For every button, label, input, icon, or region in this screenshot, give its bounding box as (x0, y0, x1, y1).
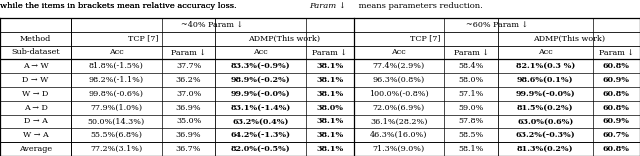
Text: 98.6%(0.1%): 98.6%(0.1%) (517, 76, 573, 84)
Text: 60.8%: 60.8% (603, 90, 630, 98)
Text: 83.3%(-0.9%): 83.3%(-0.9%) (231, 62, 291, 70)
Text: 46.3%(16.0%): 46.3%(16.0%) (370, 131, 428, 139)
Text: 60.8%: 60.8% (603, 145, 630, 153)
Text: 64.2%(-1.3%): 64.2%(-1.3%) (231, 131, 291, 139)
Text: 36.9%: 36.9% (176, 131, 202, 139)
Text: 38.1%: 38.1% (316, 145, 344, 153)
Text: Param ↓: Param ↓ (308, 2, 346, 10)
Text: Acc: Acc (253, 49, 268, 56)
Text: 58.0%: 58.0% (458, 76, 484, 84)
Text: 96.3%(0.8%): 96.3%(0.8%) (372, 76, 425, 84)
Text: ~40% Param ↓: ~40% Param ↓ (181, 21, 243, 29)
Text: 60.8%: 60.8% (603, 62, 630, 70)
Text: D → A: D → A (24, 117, 47, 125)
Text: means parameters reduction.: means parameters reduction. (356, 2, 483, 10)
Text: 57.8%: 57.8% (458, 117, 484, 125)
Text: 60.8%: 60.8% (603, 104, 630, 112)
Text: Acc: Acc (109, 49, 124, 56)
Text: 99.8%(-0.6%): 99.8%(-0.6%) (89, 90, 144, 98)
Text: 72.0%(6.9%): 72.0%(6.9%) (372, 104, 425, 112)
Text: 71.3%(9.0%): 71.3%(9.0%) (372, 145, 425, 153)
Text: 38.1%: 38.1% (316, 62, 344, 70)
Text: 36.7%: 36.7% (176, 145, 202, 153)
Text: while the items in brackets mean relative accuracy loss.: while the items in brackets mean relativ… (0, 2, 239, 10)
Text: ~60% Param ↓: ~60% Param ↓ (466, 21, 528, 29)
Text: 58.4%: 58.4% (458, 62, 484, 70)
Text: 38.1%: 38.1% (316, 117, 344, 125)
Text: 77.9%(1.0%): 77.9%(1.0%) (90, 104, 143, 112)
Text: Acc: Acc (538, 49, 553, 56)
Text: ADMP(This work): ADMP(This work) (533, 35, 605, 43)
Text: TCP [7]: TCP [7] (410, 35, 441, 43)
Text: Method: Method (20, 35, 51, 43)
Text: 38.0%: 38.0% (316, 104, 344, 112)
Text: 98.2%(-1.1%): 98.2%(-1.1%) (89, 76, 144, 84)
Text: Param ↓: Param ↓ (171, 49, 206, 56)
Text: 82.1%(0.3 %): 82.1%(0.3 %) (516, 62, 575, 70)
Text: A → W: A → W (22, 62, 49, 70)
Text: 81.5%(0.2%): 81.5%(0.2%) (517, 104, 573, 112)
Text: 55.5%(6.8%): 55.5%(6.8%) (90, 131, 142, 139)
Text: 99.9%(-0.0%): 99.9%(-0.0%) (231, 90, 291, 98)
Text: A → D: A → D (24, 104, 47, 112)
Text: 36.9%: 36.9% (176, 104, 202, 112)
Text: D → W: D → W (22, 76, 49, 84)
Text: 38.1%: 38.1% (316, 76, 344, 84)
Text: Average: Average (19, 145, 52, 153)
Text: 38.1%: 38.1% (316, 131, 344, 139)
Text: 63.2%(-0.3%): 63.2%(-0.3%) (515, 131, 575, 139)
Text: TCP [7]: TCP [7] (128, 35, 159, 43)
Text: while the items in brackets mean relative accuracy loss.: while the items in brackets mean relativ… (0, 2, 239, 10)
Text: 50.0%(14.3%): 50.0%(14.3%) (88, 117, 145, 125)
Text: 35.0%: 35.0% (176, 117, 202, 125)
Text: 36.1%(28.2%): 36.1%(28.2%) (370, 117, 428, 125)
Text: W → D: W → D (22, 90, 49, 98)
Text: 57.1%: 57.1% (458, 90, 484, 98)
Text: 98.9%(-0.2%): 98.9%(-0.2%) (231, 76, 291, 84)
Text: 58.1%: 58.1% (458, 145, 484, 153)
Text: 60.9%: 60.9% (603, 76, 630, 84)
Text: 81.3%(0.2%): 81.3%(0.2%) (517, 145, 573, 153)
Text: 100.0%(-0.8%): 100.0%(-0.8%) (369, 90, 429, 98)
Text: W → A: W → A (22, 131, 49, 139)
Text: 58.5%: 58.5% (458, 131, 484, 139)
Text: ADMP(This work): ADMP(This work) (248, 35, 321, 43)
Text: 59.0%: 59.0% (458, 104, 484, 112)
Text: 81.8%(-1.5%): 81.8%(-1.5%) (89, 62, 144, 70)
Text: Param ↓: Param ↓ (599, 49, 634, 56)
Text: 37.7%: 37.7% (176, 62, 202, 70)
Text: 99.9%(-0.0%): 99.9%(-0.0%) (515, 90, 575, 98)
Text: 63.0%(0.6%): 63.0%(0.6%) (517, 117, 573, 125)
Text: Param ↓: Param ↓ (312, 49, 348, 56)
Text: Param ↓: Param ↓ (454, 49, 489, 56)
Text: 37.0%: 37.0% (176, 90, 202, 98)
Text: 77.2%(3.1%): 77.2%(3.1%) (90, 145, 143, 153)
Text: 83.1%(-1.4%): 83.1%(-1.4%) (230, 104, 291, 112)
Text: 63.2%(0.4%): 63.2%(0.4%) (232, 117, 289, 125)
Text: 60.9%: 60.9% (603, 117, 630, 125)
Text: 36.2%: 36.2% (176, 76, 202, 84)
Text: 38.1%: 38.1% (316, 90, 344, 98)
Text: Sub-dataset: Sub-dataset (11, 49, 60, 56)
Text: 82.0%(-0.5%): 82.0%(-0.5%) (231, 145, 291, 153)
Text: 60.7%: 60.7% (603, 131, 630, 139)
Text: Acc: Acc (392, 49, 406, 56)
Text: 77.4%(2.9%): 77.4%(2.9%) (372, 62, 425, 70)
